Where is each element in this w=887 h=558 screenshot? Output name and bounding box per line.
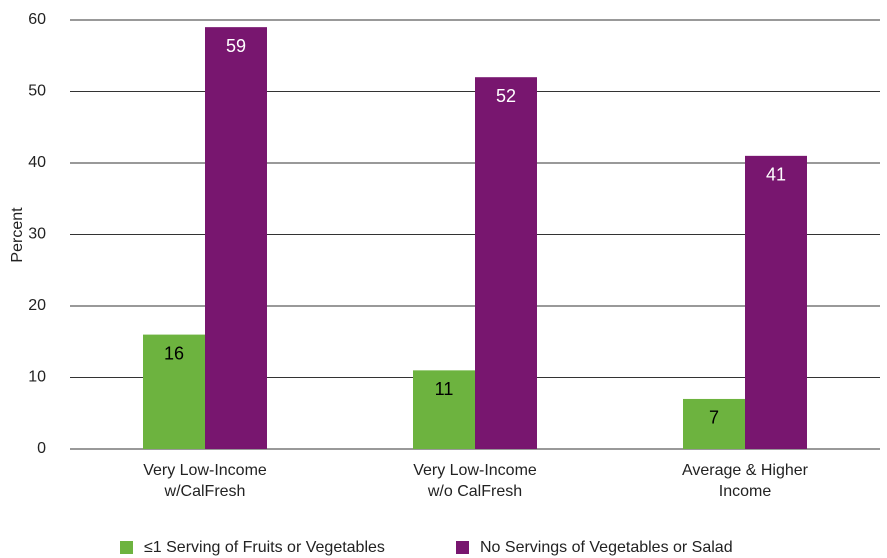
data-label: 59: [226, 36, 246, 56]
data-label: 41: [766, 165, 786, 185]
legend-swatch: [120, 541, 133, 554]
y-tick-label: 40: [28, 154, 46, 171]
x-tick-label: Average & Higher: [682, 462, 809, 479]
bar: [745, 155, 807, 449]
x-tick-label: Very Low-Income: [143, 462, 267, 479]
legend-label: No Servings of Vegetables or Salad: [480, 539, 733, 556]
y-tick-label: 10: [28, 369, 46, 386]
y-tick-label: 50: [28, 83, 46, 100]
data-label: 11: [435, 379, 454, 399]
bar: [205, 27, 267, 450]
data-label: 7: [709, 408, 719, 428]
y-axis-label: Percent: [9, 207, 26, 263]
x-tick-label: Very Low-Income: [413, 462, 537, 479]
legend-label: ≤1 Serving of Fruits or Vegetables: [144, 539, 385, 556]
data-label: 16: [164, 343, 184, 363]
bar: [475, 77, 537, 449]
data-label: 52: [496, 86, 516, 106]
bar: [413, 370, 475, 449]
y-tick-label: 0: [37, 440, 46, 457]
y-tick-label: 30: [28, 226, 46, 243]
y-tick-label: 20: [28, 297, 46, 314]
x-tick-label: Income: [719, 483, 772, 500]
bar: [683, 398, 745, 449]
y-tick-label: 60: [28, 11, 46, 28]
x-tick-label: w/CalFresh: [164, 483, 246, 500]
legend-swatch: [456, 541, 469, 554]
x-tick-label: w/o CalFresh: [427, 483, 522, 500]
bar: [143, 334, 205, 449]
